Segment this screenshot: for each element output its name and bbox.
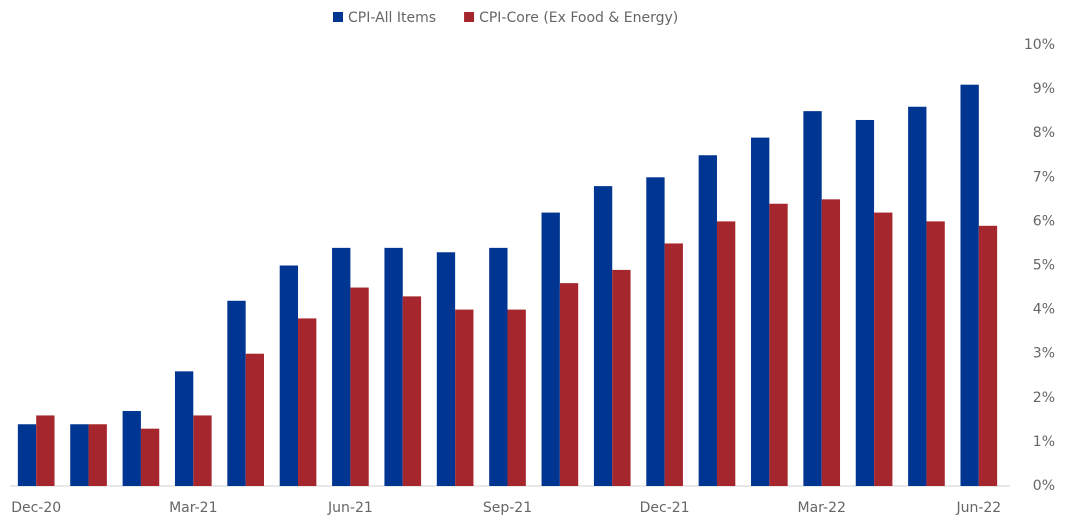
bar <box>803 111 822 487</box>
bar <box>489 247 508 486</box>
bar <box>88 424 107 486</box>
y-tick-label: 4% <box>1033 302 1055 318</box>
x-tick-label: Mar-22 <box>798 500 846 516</box>
x-tick-label: Dec-21 <box>640 500 690 516</box>
bar <box>298 318 317 486</box>
y-tick-label: 8% <box>1033 125 1055 141</box>
bar <box>978 225 998 486</box>
bar <box>664 243 683 486</box>
bar <box>122 411 141 486</box>
bar <box>960 84 979 486</box>
bar <box>140 428 160 486</box>
bar <box>908 106 927 487</box>
y-tick-label: 2% <box>1033 390 1055 406</box>
y-tick-label: 7% <box>1033 169 1055 185</box>
bar <box>245 353 264 486</box>
y-tick-label: 10% <box>1024 37 1055 53</box>
bar <box>716 221 736 486</box>
bar <box>350 287 369 486</box>
bar <box>593 186 613 486</box>
bar <box>559 283 579 486</box>
bar <box>507 309 526 486</box>
bar <box>279 265 299 486</box>
y-tick-label: 3% <box>1033 346 1055 362</box>
y-tick-label: 9% <box>1033 81 1055 97</box>
legend-swatch <box>333 12 343 22</box>
bar <box>17 424 37 486</box>
x-tick-label: Mar-21 <box>169 500 217 516</box>
bar <box>646 177 665 487</box>
x-tick-label: Jun-21 <box>327 500 373 516</box>
y-tick-label: 0% <box>1033 478 1055 494</box>
x-tick-label: Jun-22 <box>955 500 1001 516</box>
x-tick-label: Sep-21 <box>483 500 532 516</box>
bar <box>436 252 456 486</box>
bar <box>455 309 474 486</box>
bar <box>174 371 194 486</box>
legend-label: CPI-All Items <box>348 10 436 26</box>
legend-label: CPI-Core (Ex Food & Energy) <box>479 10 678 26</box>
bar <box>384 247 403 486</box>
x-tick-label: Dec-20 <box>11 500 61 516</box>
bar <box>874 212 893 486</box>
bar <box>855 119 875 486</box>
bar <box>541 212 560 486</box>
y-tick-label: 6% <box>1033 213 1055 229</box>
bar <box>821 199 841 486</box>
bar <box>332 247 351 486</box>
y-tick-label: 1% <box>1033 434 1055 450</box>
bar <box>70 424 89 486</box>
bar <box>698 155 717 486</box>
bar <box>227 300 246 486</box>
bar <box>751 137 770 487</box>
bar <box>36 415 55 486</box>
y-tick-label: 5% <box>1033 258 1055 274</box>
bar <box>926 221 945 486</box>
legend-swatch <box>464 12 475 22</box>
bar <box>402 296 422 486</box>
bar <box>769 203 788 486</box>
bar <box>193 415 212 486</box>
bar <box>612 269 631 486</box>
